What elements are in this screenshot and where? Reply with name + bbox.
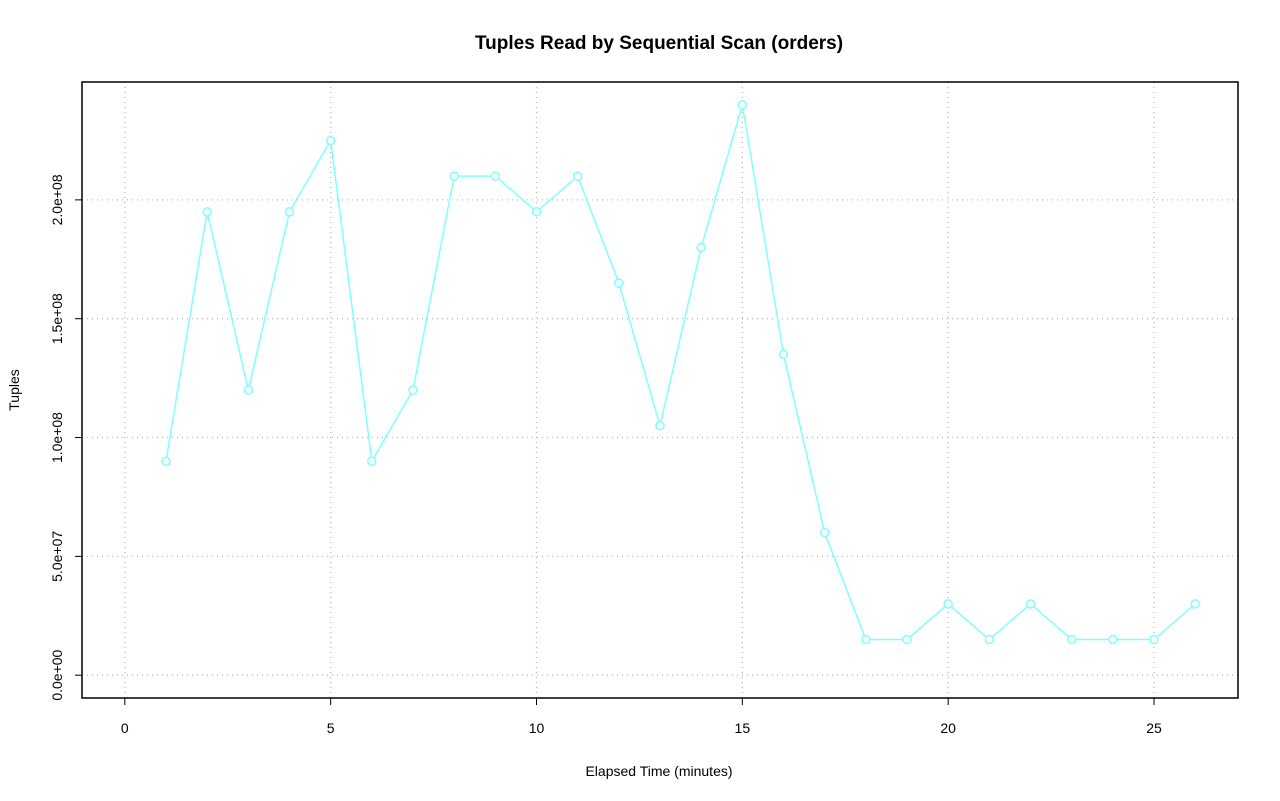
point <box>1149 634 1159 645</box>
point <box>572 171 583 181</box>
point <box>1025 599 1036 609</box>
point <box>655 420 665 431</box>
x-tick-label: 0 <box>121 720 129 736</box>
point <box>614 278 624 288</box>
point <box>943 599 953 609</box>
point <box>284 207 295 217</box>
point <box>902 634 912 645</box>
point <box>1066 634 1077 645</box>
y-tick-label: 2.0e+08 <box>49 174 65 225</box>
point <box>737 100 748 110</box>
x-tick-label: 10 <box>529 720 545 736</box>
plot-frame <box>81 81 1239 699</box>
point <box>984 634 995 645</box>
point <box>325 135 336 146</box>
x-tick-label: 20 <box>940 720 956 736</box>
point <box>1108 634 1118 645</box>
point <box>861 634 871 645</box>
x-tick-label: 15 <box>735 720 751 736</box>
y-tick-label: 1.5e+08 <box>49 293 65 344</box>
point <box>367 456 377 467</box>
point <box>531 207 542 217</box>
y-tick-label: 0.0e+00 <box>49 649 65 700</box>
y-tick-label: 1.0e+08 <box>49 412 65 463</box>
point <box>202 207 212 217</box>
series-line <box>165 104 1196 641</box>
point <box>243 385 254 395</box>
x-axis-label: Elapsed Time (minutes) <box>585 763 732 779</box>
point <box>778 349 789 360</box>
point <box>161 456 171 467</box>
x-tick-label: 5 <box>327 720 335 736</box>
y-axis-label: Tuples <box>6 369 22 411</box>
point <box>1190 599 1200 609</box>
point <box>696 242 706 253</box>
chart-title: Tuples Read by Sequential Scan (orders) <box>475 33 843 54</box>
y-tick-label: 5.0e+07 <box>49 531 65 582</box>
point <box>819 527 830 538</box>
point <box>449 171 459 181</box>
point <box>408 385 418 395</box>
point <box>490 171 501 181</box>
x-tick-label: 25 <box>1146 720 1162 736</box>
